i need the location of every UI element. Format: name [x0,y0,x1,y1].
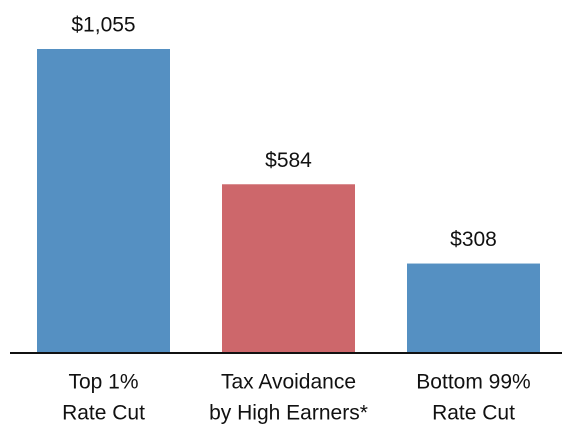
bar [37,49,170,352]
value-label: $308 [450,228,497,251]
value-label: $1,055 [71,14,135,37]
category-label: Top 1% [68,371,138,394]
category-label: Bottom 99% [416,371,530,394]
category-label: by High Earners* [209,402,368,425]
category-label: Rate Cut [432,402,515,425]
category-label: Tax Avoidance [221,371,356,394]
bar [407,263,540,352]
value-label: $584 [265,149,312,172]
bar [222,184,355,352]
category-label: Rate Cut [62,402,145,425]
